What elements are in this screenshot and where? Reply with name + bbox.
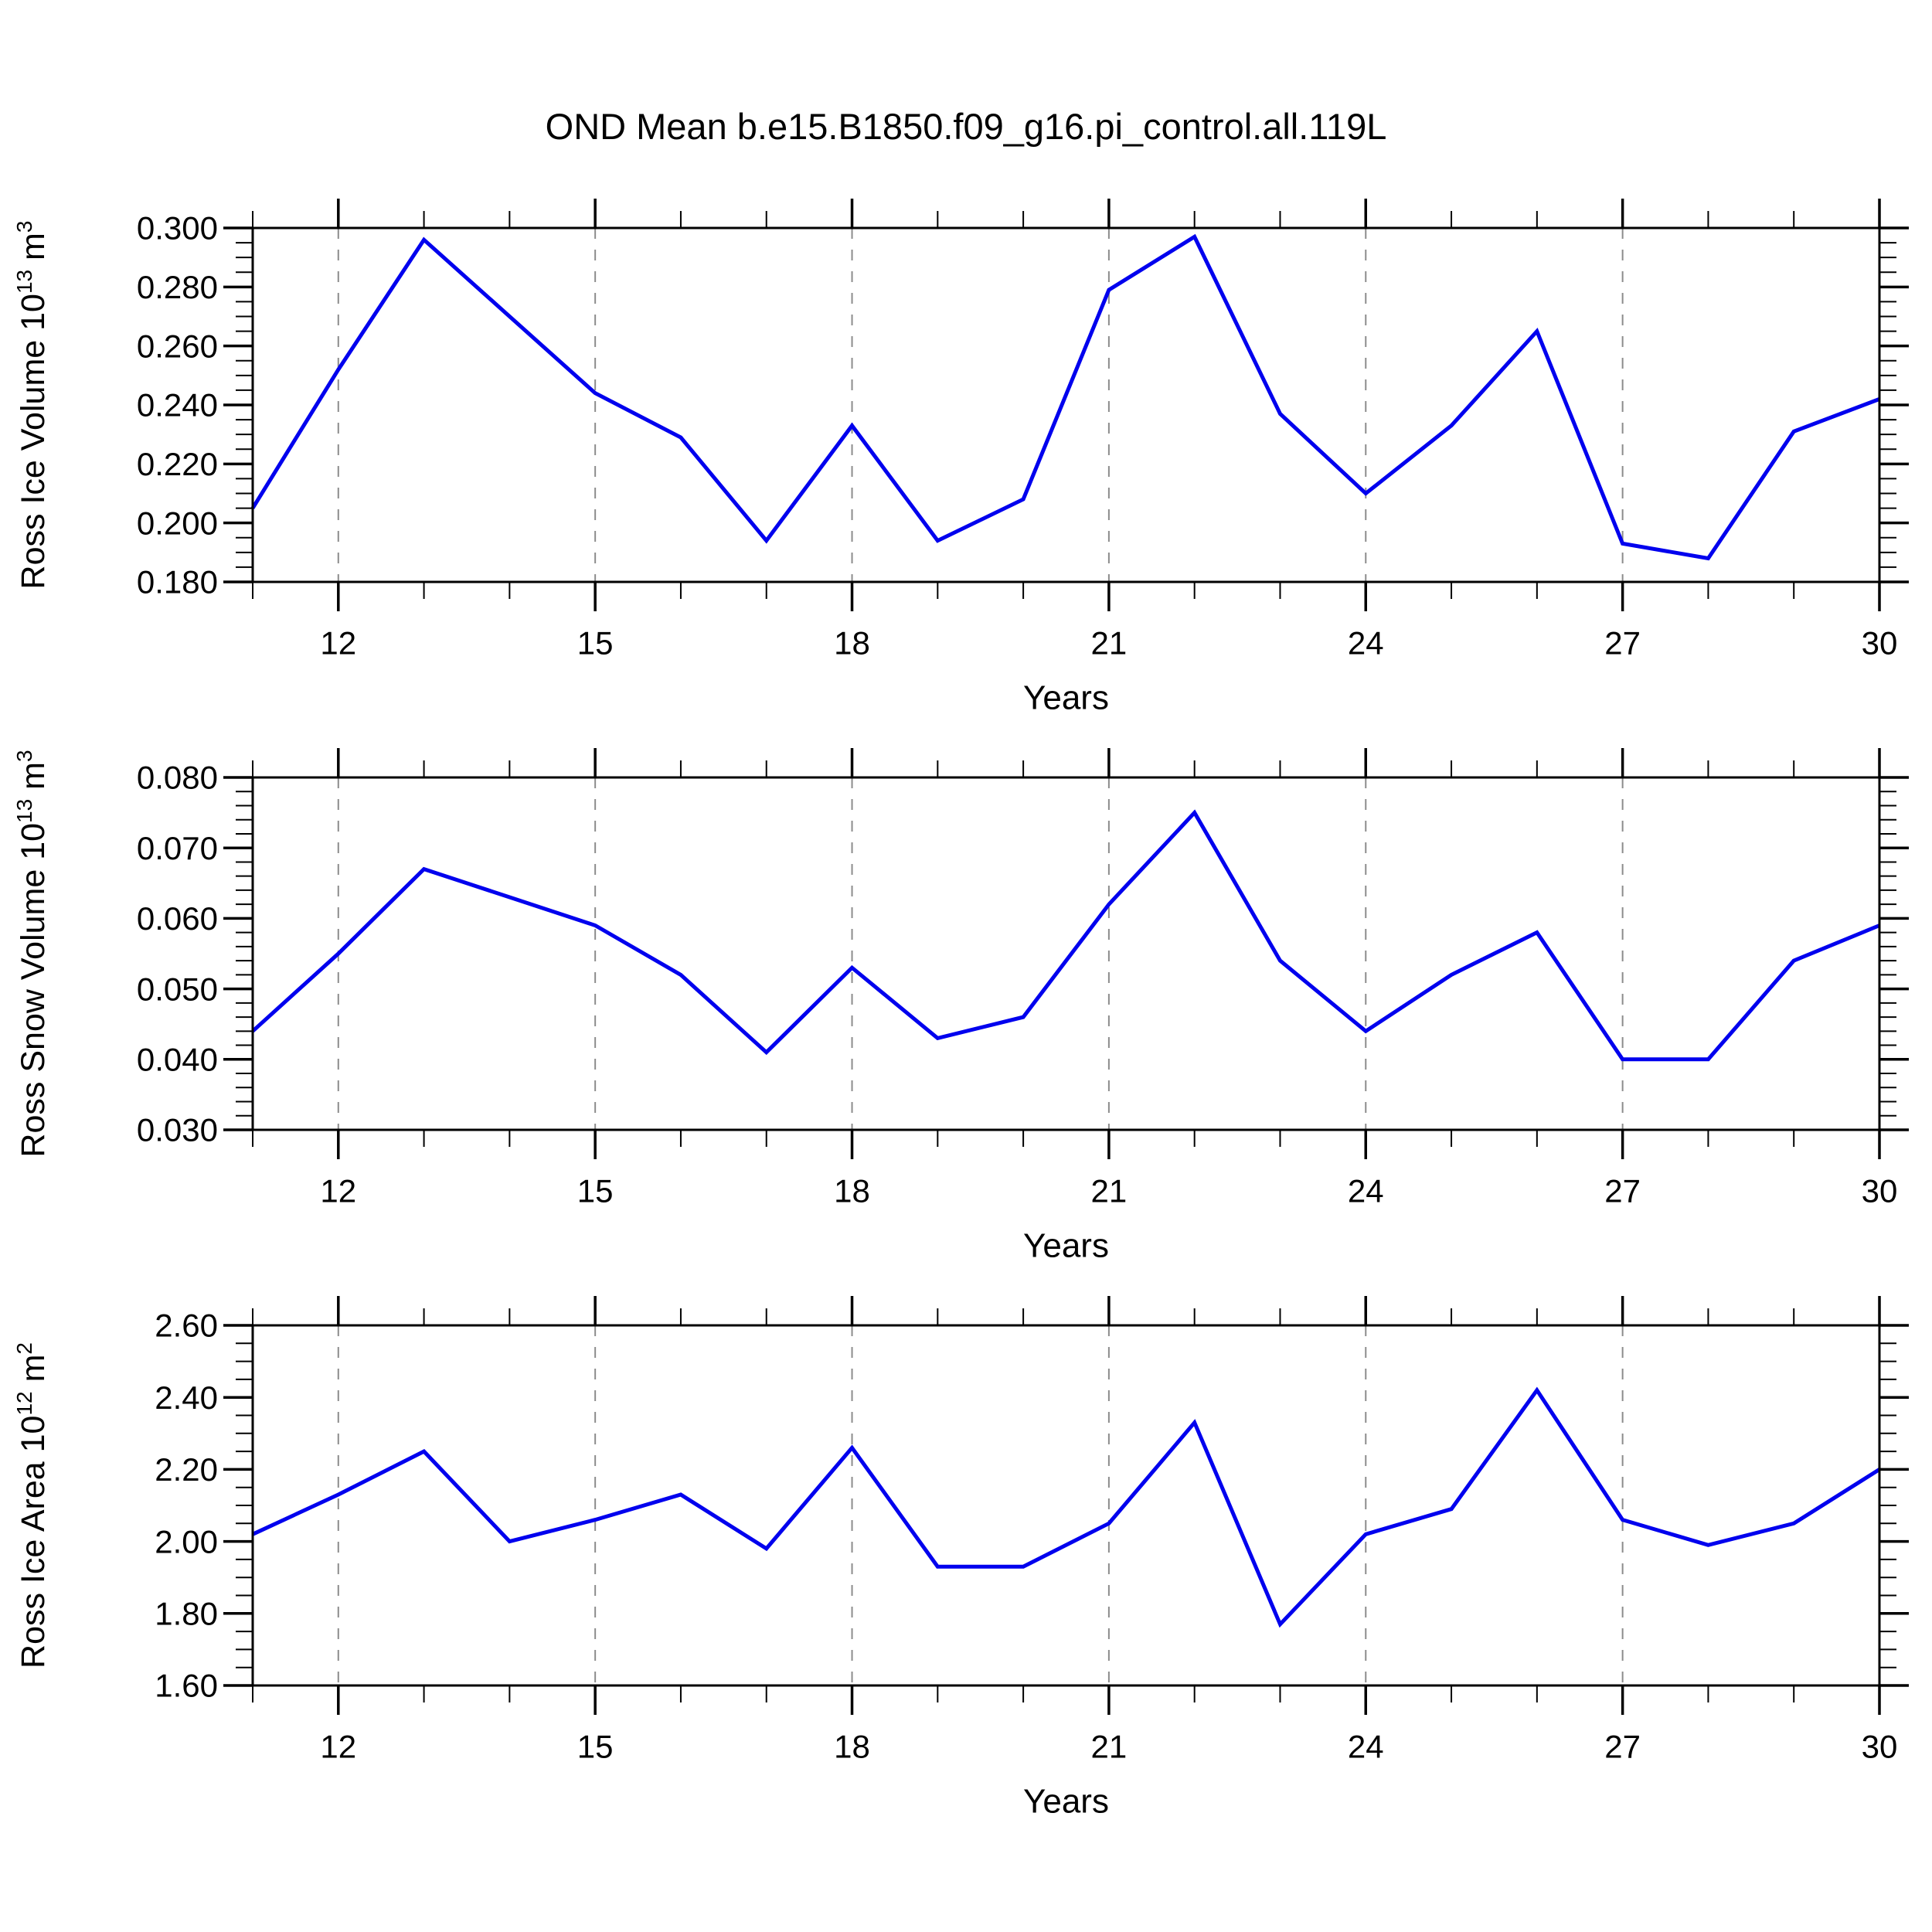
y-tick-label: 2.20 [155, 1451, 218, 1488]
y-axis-title-unit-exponent: 3 [12, 221, 36, 233]
x-tick-label: 18 [834, 1729, 870, 1765]
y-axis-title: Ross Snow Volume 1013 m3 [12, 750, 52, 1157]
x-tick-label: 15 [577, 1729, 614, 1765]
x-tick-label: 21 [1091, 625, 1128, 662]
x-tick-label: 30 [1862, 1173, 1898, 1209]
x-tick-label: 15 [577, 625, 614, 662]
y-axis-title-exponent: 12 [12, 1391, 36, 1415]
panel-3: 12 15 18 21 24 27 30 1.60 1.80 2.00 2.20 2.40 2.60 Ye… [12, 1296, 1909, 1820]
panel-border [251, 1324, 1881, 1687]
y-tick-label: 0.070 [137, 830, 218, 866]
x-tick-label: 30 [1862, 1729, 1898, 1765]
y-axis-title-text: Ross Snow Volume 10 [15, 823, 52, 1158]
y-tick-label: 0.220 [137, 446, 218, 482]
chart-title: OND Mean b.e15.B1850.f09_g16.pi_control.… [545, 106, 1387, 147]
y-tick-label: 0.080 [137, 760, 218, 796]
x-tick-label: 12 [320, 1173, 356, 1209]
y-tick-label: 0.050 [137, 971, 218, 1007]
x-tick-label: 18 [834, 625, 870, 662]
y-tick-label: 0.040 [137, 1042, 218, 1078]
x-tick-label: 18 [834, 1173, 870, 1209]
data-line-series-2 [251, 809, 1880, 1062]
y-axis-title-unit: m [15, 762, 52, 799]
y-tick-label: 0.030 [137, 1112, 218, 1148]
x-tick-label: 12 [320, 1729, 356, 1765]
y-axis-title-exponent: 13 [12, 270, 36, 294]
y-tick-label: 0.200 [137, 505, 218, 541]
x-tick-label: 24 [1348, 1173, 1384, 1209]
x-tick-label: 27 [1604, 625, 1641, 662]
y-axis-title-unit-exponent: 2 [12, 1342, 36, 1355]
y-axis-title-text: Ross Ice Area 10 [15, 1416, 52, 1668]
x-axis-title: Years [1023, 679, 1109, 716]
y-axis-title-exponent: 13 [12, 799, 36, 823]
panel-2: 12 15 18 21 24 27 30 0.030 0.040 0.050 0.060 0.070 0… [12, 748, 1909, 1264]
x-tick-label: 12 [320, 625, 356, 662]
y-tick-label: 0.280 [137, 269, 218, 305]
y-tick-label: 2.60 [155, 1308, 218, 1344]
y-axis-title: Ross Ice Volume 1013 m3 [12, 221, 52, 590]
y-tick-label: 1.80 [155, 1596, 218, 1632]
y-axis-title-text: Ross Ice Volume 10 [15, 294, 52, 589]
y-tick-label: 0.060 [137, 900, 218, 937]
y-axis-title-unit: m [15, 233, 52, 270]
y-tick-label: 2.40 [155, 1379, 218, 1416]
y-tick-label: 1.60 [155, 1668, 218, 1704]
y-tick-label: 0.180 [137, 564, 218, 600]
y-tick-label: 2.00 [155, 1523, 218, 1560]
x-tick-label: 30 [1862, 625, 1898, 662]
x-axis-title: Years [1023, 1226, 1109, 1264]
panel-border [251, 776, 1881, 1131]
y-axis-title: Ross Ice Area 1012 m2 [12, 1342, 52, 1668]
y-axis-title-unit: m [15, 1355, 52, 1392]
x-axis-title: Years [1023, 1782, 1109, 1820]
data-line-series-1 [250, 233, 1880, 561]
x-tick-label: 21 [1091, 1729, 1128, 1765]
x-tick-label: 27 [1604, 1729, 1641, 1765]
x-tick-label: 24 [1348, 625, 1384, 662]
x-tick-label: 24 [1348, 1729, 1384, 1765]
data-line-series-3 [251, 1386, 1881, 1628]
x-tick-label: 27 [1604, 1173, 1641, 1209]
y-tick-label: 0.260 [137, 328, 218, 364]
x-tick-label: 21 [1091, 1173, 1128, 1209]
y-axis-title-unit-exponent: 3 [12, 750, 36, 762]
y-tick-label: 0.240 [137, 387, 218, 423]
panel-1: 12 15 18 21 24 27 30 0.180 0.200 0.220 0.240 0.260 0… [12, 199, 1909, 716]
panel-border [251, 226, 1881, 583]
y-tick-label: 0.300 [137, 210, 218, 247]
x-tick-label: 15 [577, 1173, 614, 1209]
